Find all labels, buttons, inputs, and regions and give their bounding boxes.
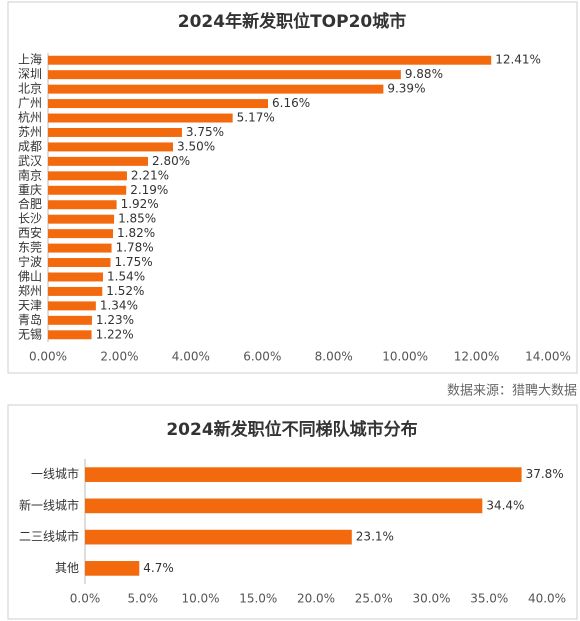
value-label: 1.75% <box>115 255 153 269</box>
category-label: 东莞 <box>18 241 42 255</box>
value-label: 34.4% <box>486 498 524 512</box>
x-tick-label: 14.00% <box>525 350 571 364</box>
category-label: 宁波 <box>18 254 42 269</box>
bar <box>85 529 352 545</box>
category-label: 苏州 <box>18 125 42 139</box>
value-label: 1.92% <box>121 197 159 211</box>
x-tick-label: 10.0% <box>181 592 219 606</box>
bar <box>48 286 103 296</box>
bar <box>48 272 103 282</box>
x-tick-label: 6.00% <box>243 350 281 364</box>
category-label: 新一线城市 <box>19 497 79 512</box>
category-label: 天津 <box>18 298 42 312</box>
x-tick-label: 15.0% <box>239 592 277 606</box>
bar <box>48 113 233 123</box>
x-tick-label: 0.0% <box>70 592 101 606</box>
x-tick-label: 35.0% <box>470 592 508 606</box>
x-tick-label: 30.0% <box>412 592 450 606</box>
category-label: 合肥 <box>18 196 42 211</box>
x-tick-label: 40.0% <box>528 592 566 606</box>
value-label: 23.1% <box>356 530 394 544</box>
category-label: 广州 <box>18 96 42 110</box>
category-label: 重庆 <box>18 183 42 197</box>
bar <box>48 214 115 224</box>
category-label: 上海 <box>18 52 42 67</box>
x-tick-label: 2.00% <box>100 350 138 364</box>
x-tick-label: 12.00% <box>454 350 500 364</box>
value-label: 37.8% <box>526 467 564 481</box>
category-label: 青岛 <box>18 312 42 327</box>
bar <box>48 243 112 253</box>
chart-title: 2024新发职位不同梯队城市分布 <box>166 419 417 440</box>
category-label: 南京 <box>18 167 42 182</box>
bar <box>85 498 483 514</box>
value-label: 2.80% <box>152 154 190 168</box>
x-tick-label: 25.0% <box>355 592 393 606</box>
category-label: 佛山 <box>18 269 42 283</box>
bar <box>85 561 140 576</box>
category-label: 长沙 <box>18 212 42 226</box>
category-label: 无锡 <box>18 326 42 341</box>
category-label: 其他 <box>55 561 79 575</box>
value-label: 12.41% <box>495 53 541 67</box>
category-label: 杭州 <box>18 110 42 125</box>
bar <box>48 330 92 340</box>
bar <box>48 301 96 311</box>
category-label: 二三线城市 <box>19 529 79 544</box>
x-tick-label: 0.00% <box>29 350 67 364</box>
value-label: 4.7% <box>143 561 174 575</box>
bar <box>48 55 492 65</box>
value-label: 9.88% <box>405 67 443 81</box>
bar <box>48 185 127 195</box>
value-label: 1.78% <box>116 241 154 255</box>
bar <box>48 315 92 325</box>
category-label: 深圳 <box>18 67 42 81</box>
bar <box>48 200 117 210</box>
category-label: 西安 <box>18 225 42 240</box>
x-tick-label: 10.00% <box>382 350 428 364</box>
x-tick-label: 8.00% <box>315 350 353 364</box>
value-label: 1.22% <box>96 327 134 341</box>
bar <box>48 171 127 181</box>
value-label: 1.52% <box>106 284 144 298</box>
value-label: 5.17% <box>237 111 275 125</box>
x-tick-label: 4.00% <box>172 350 210 364</box>
value-label: 9.39% <box>387 82 425 96</box>
bar <box>48 142 173 152</box>
chart-frame <box>7 1 578 374</box>
bar <box>48 84 384 94</box>
bar <box>48 156 148 166</box>
value-label: 1.85% <box>118 212 156 226</box>
value-label: 2.21% <box>131 168 169 182</box>
value-label: 1.34% <box>100 298 138 312</box>
value-label: 3.75% <box>186 125 224 139</box>
x-tick-label: 5.0% <box>128 592 159 606</box>
category-label: 成都 <box>18 139 42 153</box>
chart-frame <box>7 404 578 620</box>
category-label: 武汉 <box>18 154 42 168</box>
category-label: 一线城市 <box>31 466 79 481</box>
value-label: 1.23% <box>96 313 134 327</box>
bar <box>48 70 401 80</box>
value-label: 1.82% <box>117 226 155 240</box>
bar <box>48 99 268 109</box>
bar <box>48 229 113 239</box>
bar <box>48 258 111 268</box>
value-label: 6.16% <box>272 96 310 110</box>
value-label: 1.54% <box>107 269 145 283</box>
chart-title: 2024年新发职位TOP20城市 <box>178 11 406 32</box>
bar <box>85 467 522 482</box>
value-label: 2.19% <box>130 183 168 197</box>
category-label: 北京 <box>18 82 42 96</box>
x-tick-label: 20.0% <box>297 592 335 606</box>
source-note: 数据来源：猎聘大数据 <box>447 384 577 399</box>
category-label: 郑州 <box>18 283 42 298</box>
bar <box>48 127 182 137</box>
value-label: 3.50% <box>177 139 215 153</box>
